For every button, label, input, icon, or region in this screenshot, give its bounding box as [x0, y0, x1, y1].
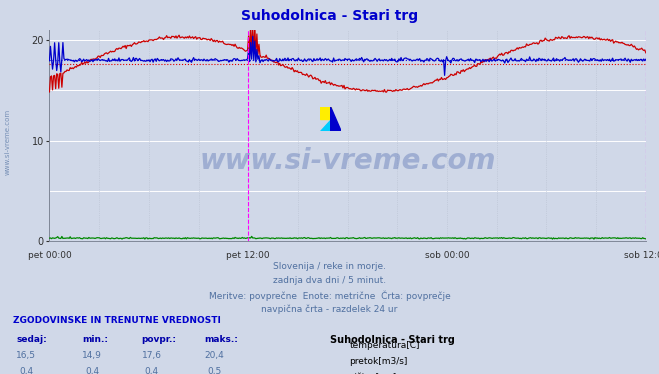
Text: sob 00:00: sob 00:00	[424, 251, 469, 260]
Text: Meritve: povprečne  Enote: metrične  Črta: povprečje: Meritve: povprečne Enote: metrične Črta:…	[209, 290, 450, 301]
Text: www.si-vreme.com: www.si-vreme.com	[200, 147, 496, 175]
Text: Suhodolnica - Stari trg: Suhodolnica - Stari trg	[330, 335, 454, 346]
Text: 0,4: 0,4	[19, 367, 34, 374]
Text: 0,4: 0,4	[85, 367, 100, 374]
Text: temperatura[C]: temperatura[C]	[349, 341, 420, 350]
Text: min.:: min.:	[82, 335, 108, 344]
Text: 17,6: 17,6	[142, 351, 161, 360]
Text: 0,5: 0,5	[207, 367, 221, 374]
Text: ZGODOVINSKE IN TRENUTNE VREDNOSTI: ZGODOVINSKE IN TRENUTNE VREDNOSTI	[13, 316, 221, 325]
Text: povpr.:: povpr.:	[142, 335, 177, 344]
Text: višina[cm]: višina[cm]	[349, 373, 397, 374]
Text: Suhodolnica - Stari trg: Suhodolnica - Stari trg	[241, 9, 418, 23]
Text: pet 12:00: pet 12:00	[227, 251, 270, 260]
Text: zadnja dva dni / 5 minut.: zadnja dva dni / 5 minut.	[273, 276, 386, 285]
Text: sedaj:: sedaj:	[16, 335, 47, 344]
Text: navpična črta - razdelek 24 ur: navpična črta - razdelek 24 ur	[262, 304, 397, 314]
Text: pretok[m3/s]: pretok[m3/s]	[349, 357, 408, 366]
Polygon shape	[320, 119, 331, 131]
Text: 20,4: 20,4	[204, 351, 224, 360]
Bar	[320, 107, 331, 119]
Text: 16,5: 16,5	[16, 351, 36, 360]
Text: 0,4: 0,4	[144, 367, 159, 374]
Text: www.si-vreme.com: www.si-vreme.com	[5, 109, 11, 175]
Text: Slovenija / reke in morje.: Slovenija / reke in morje.	[273, 262, 386, 271]
Text: sob 12:00: sob 12:00	[623, 251, 659, 260]
Text: 14,9: 14,9	[82, 351, 102, 360]
Polygon shape	[331, 107, 341, 131]
Text: pet 00:00: pet 00:00	[28, 251, 71, 260]
Text: maks.:: maks.:	[204, 335, 238, 344]
